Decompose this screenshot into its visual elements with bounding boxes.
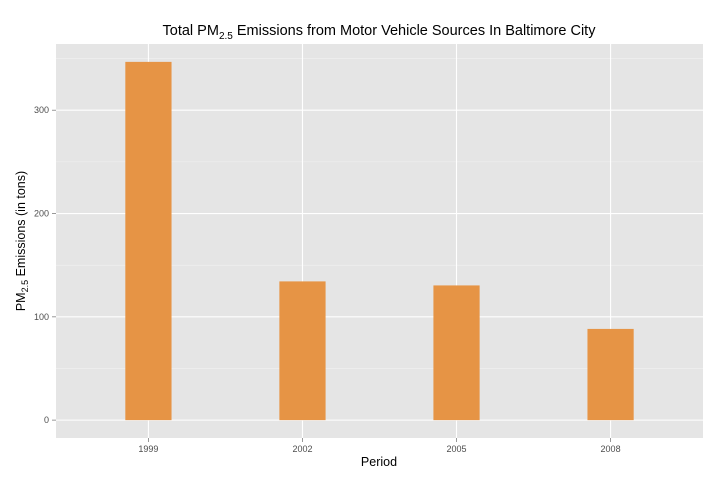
- x-axis-title: Period: [361, 455, 397, 469]
- bar-2008: [587, 328, 634, 421]
- x-axis-ticks: 1999 2002 2005 2008: [138, 438, 621, 454]
- y-axis-title: PM2.5 Emissions (in tons): [14, 171, 30, 311]
- x-tick-label: 1999: [138, 444, 158, 454]
- x-tick-label: 2005: [447, 444, 467, 454]
- x-tick-label: 2002: [292, 444, 312, 454]
- bar-2002: [279, 281, 326, 421]
- bar-1999: [125, 61, 172, 421]
- y-tick-label: 0: [44, 415, 49, 425]
- y-tick-label: 300: [34, 105, 49, 115]
- y-tick-label: 200: [34, 209, 49, 219]
- bar-2005: [433, 285, 480, 421]
- x-tick-label: 2008: [601, 444, 621, 454]
- bars-layer: [125, 61, 634, 421]
- y-tick-label: 100: [34, 312, 49, 322]
- y-axis-ticks: 0 100 200 300: [34, 105, 56, 425]
- chart-title: Total PM2.5 Emissions from Motor Vehicle…: [163, 23, 597, 42]
